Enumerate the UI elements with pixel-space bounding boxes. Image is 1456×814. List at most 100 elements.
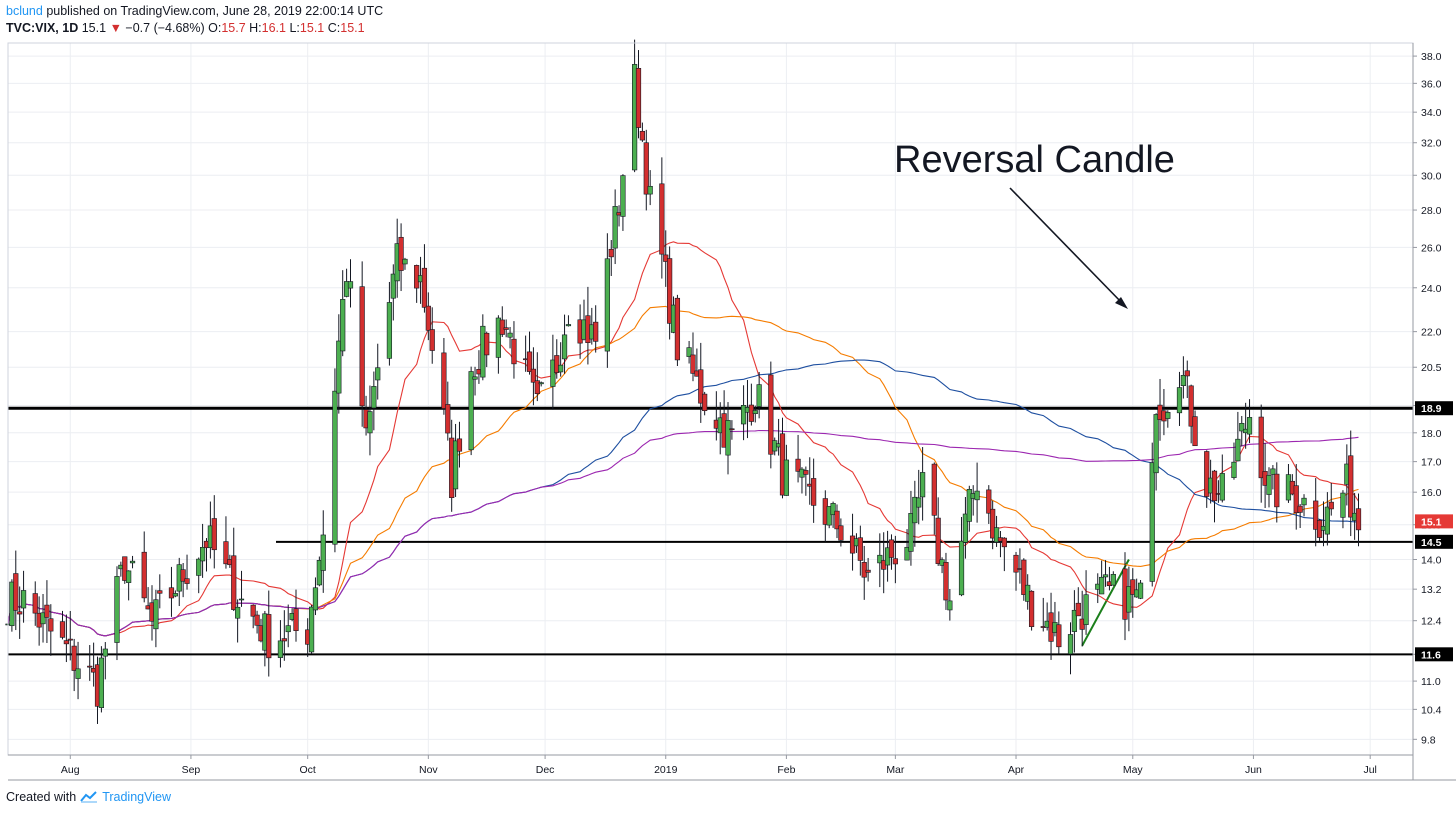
candle-up: [308, 606, 315, 653]
candle-up: [316, 560, 322, 586]
candle-up: [904, 546, 910, 561]
open-label: O:: [208, 21, 222, 35]
candle-down: [986, 489, 992, 514]
ma-100-line: [7, 359, 1359, 637]
x-tick-label: 2019: [654, 764, 678, 776]
candle-up: [1083, 594, 1089, 625]
candle-up: [285, 625, 291, 633]
candle-up: [375, 367, 381, 381]
candle-up: [196, 558, 202, 576]
candle-up: [1137, 582, 1144, 599]
low-value: 15.1: [299, 21, 325, 35]
candle-down: [643, 142, 649, 195]
published-text: published on TradingView.com, June 28, 2…: [46, 4, 384, 18]
level-tag-18.9: [1415, 401, 1453, 416]
y-tick-label: 38.0: [1421, 51, 1442, 63]
candle-down: [17, 611, 23, 615]
level-tag-text: 18.9: [1421, 403, 1442, 415]
y-tick-label: 11.0: [1421, 676, 1441, 688]
candle-up: [620, 175, 626, 217]
candle-down: [935, 517, 941, 564]
candle-down: [425, 305, 431, 331]
candle-down: [231, 555, 237, 610]
candle-down: [1297, 505, 1303, 513]
candle-up: [550, 359, 556, 387]
y-tick-label: 26.0: [1421, 242, 1442, 254]
candle-down: [1021, 559, 1027, 595]
candle-up: [1067, 634, 1074, 655]
candle-down: [1204, 451, 1210, 497]
candle-down: [456, 438, 463, 452]
candle-up: [686, 347, 692, 357]
candle-down: [1013, 554, 1019, 573]
candle-down: [865, 569, 871, 573]
y-tick-label: 24.0: [1421, 283, 1442, 295]
tradingview-logo-icon: [80, 791, 98, 803]
candle-down: [768, 374, 774, 455]
candle-up: [1071, 609, 1077, 632]
candle-up: [912, 496, 918, 524]
candle-down: [526, 351, 533, 372]
plot-frame: [7, 42, 1414, 756]
candle-up: [962, 513, 969, 543]
candle-down: [861, 562, 867, 578]
candle-down: [1258, 416, 1264, 479]
candle-down: [857, 537, 863, 561]
candle-down: [71, 645, 77, 671]
candle-down: [1184, 370, 1190, 377]
candle-up: [336, 340, 342, 394]
candle-down: [59, 621, 66, 638]
candle-up: [1266, 474, 1272, 495]
candle-down: [32, 593, 38, 614]
high-value: 16.1: [261, 21, 286, 35]
candle-down: [1130, 579, 1136, 595]
candle-up: [126, 570, 132, 583]
candle-up: [993, 527, 1000, 543]
x-tick-label: Feb: [777, 764, 795, 776]
annotation-arrow-line: [1009, 187, 1125, 306]
candle-up: [561, 334, 568, 360]
candle-up: [647, 185, 653, 195]
candle-down: [690, 354, 696, 374]
y-tick-label: 9.8: [1421, 734, 1436, 746]
candle-down: [943, 562, 949, 601]
candle-down: [122, 556, 128, 581]
candle-up: [468, 371, 474, 451]
candle-up: [1219, 473, 1225, 501]
candle-up: [783, 459, 789, 496]
candle-up: [1340, 492, 1346, 518]
candle-down: [180, 569, 186, 582]
candle-down: [87, 665, 93, 668]
chart-publisher-line: bclund published on TradingView.com, Jun…: [6, 4, 383, 18]
candle-up: [966, 488, 972, 522]
candle-up: [604, 258, 610, 352]
reversal-candle-label: Reversal Candle: [894, 139, 1175, 181]
candle-down: [811, 478, 817, 506]
candle-down: [931, 463, 937, 516]
candle-up: [1231, 461, 1237, 478]
candle-down: [499, 319, 505, 335]
x-tick-label: Dec: [536, 764, 555, 776]
candle-up: [908, 513, 914, 552]
candle-down: [445, 404, 451, 434]
candle-up: [129, 560, 136, 564]
candle-down: [635, 68, 642, 128]
candle-down: [803, 470, 809, 475]
candle-down: [398, 236, 404, 271]
candle-up: [1235, 438, 1241, 462]
candle-up: [386, 302, 393, 359]
candle-down: [1211, 470, 1218, 502]
chart-grid: [8, 43, 1413, 755]
author-link[interactable]: bclund: [6, 4, 43, 18]
y-tick-label: 16.0: [1421, 487, 1442, 499]
candle-up: [1099, 576, 1105, 595]
candle-down: [729, 428, 735, 431]
tradingview-link[interactable]: TradingView: [102, 790, 171, 804]
symbol-legend: TVC:VIX, 1D 15.1 ▼ −0.7 (−4.68%) O:15.7 …: [6, 21, 365, 35]
candlesticks: [5, 39, 1362, 724]
candle-up: [367, 411, 373, 434]
candle-up: [1180, 375, 1186, 386]
candle-down: [1001, 537, 1007, 548]
last-price-tag: [1415, 514, 1453, 529]
